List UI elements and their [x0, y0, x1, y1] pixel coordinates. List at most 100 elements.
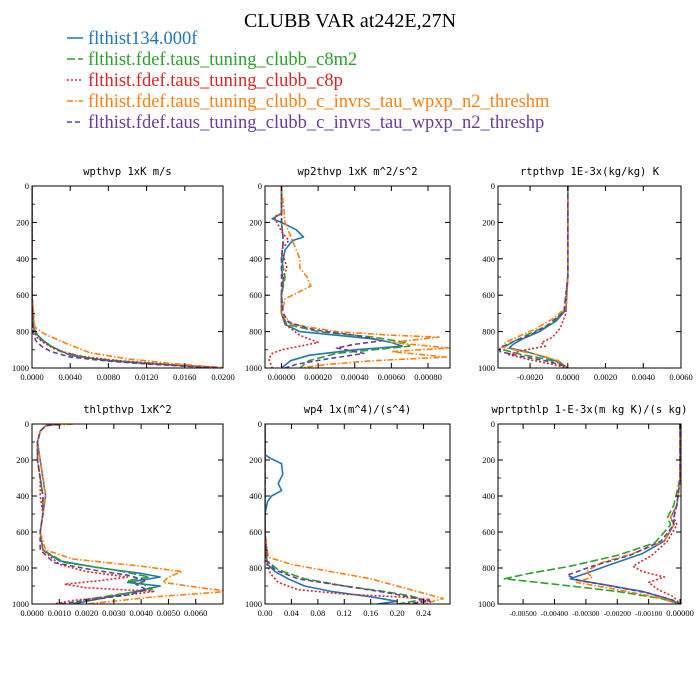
x-tick-label: -0.0020	[517, 372, 543, 382]
y-tick-label: 200	[482, 217, 495, 227]
x-tick-label: 0.16	[363, 608, 378, 618]
x-tick-label: 0.0060	[184, 608, 207, 618]
y-tick-label: 800	[482, 327, 495, 337]
legend-label: flthist.fdef.taus_tuning_clubb_c8p	[88, 71, 343, 91]
x-tick-label: 0.0060	[669, 372, 692, 382]
y-tick-label: 400	[482, 491, 495, 501]
legend-label: flthist.fdef.taus_tuning_clubb_c8m2	[88, 50, 357, 70]
legend-item: flthist.fdef.taus_tuning_clubb_c_invrs_t…	[67, 113, 544, 133]
series-line-5	[280, 186, 383, 368]
series-group	[265, 424, 445, 604]
series-line-1	[265, 424, 398, 604]
y-tick-label: 1000	[478, 363, 495, 373]
series-line-3	[632, 424, 681, 604]
series-line-3	[36, 424, 156, 604]
x-tick-label: 0.0160	[173, 372, 196, 382]
y-tick-label: 800	[16, 563, 29, 573]
legend-label: flthist.fdef.taus_tuning_clubb_c_invrs_t…	[88, 92, 550, 112]
x-tick-label: -0.00100	[635, 609, 662, 618]
legend: flthist134.000fflthist.fdef.taus_tuning_…	[67, 29, 550, 133]
series-line-4	[280, 186, 450, 368]
x-tick-label: 0.0020	[594, 372, 617, 382]
series-group	[267, 186, 450, 368]
y-tick-label: 200	[249, 455, 262, 465]
y-tick-label: 1000	[245, 363, 262, 373]
x-tick-label: -0.00200	[604, 609, 631, 618]
x-tick-label: 0.0080	[97, 372, 120, 382]
legend-item: flthist.fdef.taus_tuning_clubb_c8m2	[67, 50, 357, 70]
y-tick-label: 400	[249, 491, 262, 501]
series-line-5	[499, 186, 569, 368]
x-tick-label: 0.0010	[48, 608, 71, 618]
series-line-5	[566, 424, 681, 604]
x-tick-label: 0.0000	[20, 372, 43, 382]
x-tick-label: 0.0000	[556, 372, 579, 382]
series-group	[32, 186, 223, 368]
y-tick-label: 0	[491, 181, 495, 191]
y-tick-label: 0	[25, 419, 29, 429]
legend-label: flthist.fdef.taus_tuning_clubb_c_invrs_t…	[88, 113, 544, 133]
series-line-2	[36, 424, 153, 604]
x-tick-label: 0.00080	[414, 372, 442, 382]
series-line-3	[265, 424, 431, 604]
series-line-5	[32, 186, 219, 368]
series-line-5	[265, 424, 431, 604]
x-tick-label: 0.0000	[20, 608, 43, 618]
series-group	[503, 424, 681, 604]
series-group	[36, 424, 223, 604]
x-tick-label: 0.0200	[211, 372, 234, 382]
y-tick-label: 1000	[478, 599, 495, 609]
x-tick-label: 0.0040	[59, 372, 82, 382]
series-group	[499, 186, 569, 368]
panel-3: rtpthvp 1E-3x(kg/kg) K 0 200 400 600 800 1000 -…	[478, 166, 693, 382]
x-tick-label: 0.0120	[135, 372, 158, 382]
y-tick-label: 0	[491, 419, 495, 429]
series-line-3	[267, 186, 319, 368]
series-line-5	[36, 424, 148, 604]
y-tick-label: 200	[249, 217, 262, 227]
y-tick-label: 600	[249, 290, 262, 300]
figure-title: CLUBB VAR at242E,27N	[244, 10, 456, 32]
y-tick-label: 400	[16, 254, 29, 264]
y-tick-label: 600	[482, 290, 495, 300]
y-tick-label: 600	[482, 527, 495, 537]
y-tick-label: 600	[249, 527, 262, 537]
y-tick-label: 400	[16, 491, 29, 501]
y-tick-label: 800	[16, 327, 29, 337]
x-tick-label: 0.00060	[378, 372, 406, 382]
x-tick-label: 0.00	[258, 608, 273, 618]
y-tick-label: 400	[482, 254, 495, 264]
y-tick-label: 600	[16, 290, 29, 300]
y-tick-label: 200	[482, 455, 495, 465]
y-tick-label: 200	[16, 217, 29, 227]
panel-title: thlpthvp 1xK^2	[83, 404, 172, 416]
legend-item: flthist.fdef.taus_tuning_clubb_c8p	[67, 71, 343, 91]
y-tick-label: 1000	[245, 599, 262, 609]
y-tick-label: 200	[16, 455, 29, 465]
legend-item: flthist.fdef.taus_tuning_clubb_c_invrs_t…	[67, 92, 550, 112]
x-tick-label: 0.0030	[102, 608, 125, 618]
panel-title: wp4 1x(m^4)/(s^4)	[304, 404, 411, 416]
panel-title: wp2thvp 1xK m^2/s^2	[297, 166, 417, 178]
y-tick-label: 0	[25, 181, 29, 191]
y-tick-label: 0	[258, 419, 262, 429]
x-tick-label: 0.00040	[341, 372, 369, 382]
x-tick-label: 0.00000	[268, 372, 296, 382]
legend-item: flthist134.000f	[67, 29, 198, 49]
panel-2: wp2thvp 1xK m^2/s^2 0 200 400 600 800 1000 0.00…	[245, 166, 451, 382]
panel-title: wpthvp 1xK m/s	[83, 166, 172, 178]
series-line-1	[271, 186, 404, 368]
series-line-3	[506, 186, 569, 368]
series-line-2	[503, 424, 681, 604]
y-tick-label: 800	[249, 563, 262, 573]
x-tick-label: -0.00300	[572, 609, 599, 618]
legend-label: flthist134.000f	[88, 29, 198, 49]
x-tick-label: 0.12	[337, 608, 352, 618]
x-tick-label: 0.24	[416, 608, 432, 618]
x-tick-label: -0.00400	[541, 609, 568, 618]
